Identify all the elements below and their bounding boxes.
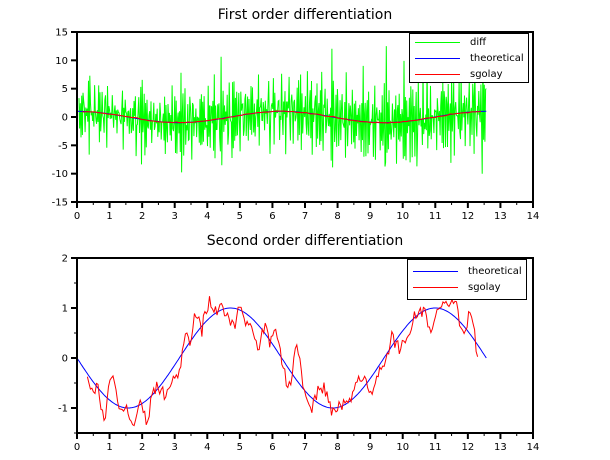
y-tick-label: 2	[62, 254, 68, 265]
x-tick-label: 4	[204, 442, 210, 453]
y-tick-label: -1	[58, 404, 68, 415]
x-tick-label: 2	[139, 211, 145, 222]
y-tick-label: 5	[62, 84, 68, 95]
legend-label-sgolay: sgolay	[468, 282, 501, 293]
legend-item-sgolay: sgolay	[408, 280, 526, 296]
legend-item-diff: diff	[410, 34, 528, 50]
x-tick-label: 3	[172, 211, 178, 222]
x-tick-label: 4	[204, 211, 210, 222]
y-tick-label: -5	[58, 141, 68, 152]
series-sgolay-line	[86, 296, 479, 427]
legend-label-theoretical: theoretical	[468, 266, 522, 277]
legend-line-diff-icon	[415, 41, 460, 43]
legend-line-theoretical-icon	[413, 271, 458, 272]
legend-item-sgolay: sgolay	[410, 66, 528, 82]
x-tick-label: 7	[302, 442, 308, 453]
plot-frame	[76, 31, 534, 203]
x-tick-label: 12	[461, 211, 474, 222]
legend-line-sgolay-icon	[413, 287, 458, 288]
x-tick-label: 14	[527, 211, 540, 222]
x-tick-label: 9	[367, 211, 373, 222]
legend-label-sgolay: sgolay	[470, 68, 503, 80]
x-tick-label: 9	[367, 442, 373, 453]
x-tick-label: 13	[494, 442, 507, 453]
x-tick-label: 5	[237, 442, 243, 453]
y-tick-label: 10	[55, 56, 68, 67]
first-chart-title: First order differentiation	[217, 7, 393, 23]
y-tick-label: -10	[52, 169, 68, 180]
legend-label-theoretical: theoretical	[470, 52, 524, 64]
x-tick-label: 1	[106, 442, 112, 453]
x-tick-label: 6	[269, 442, 275, 453]
series-group	[77, 296, 487, 427]
series-sgolay-line	[82, 110, 481, 124]
x-tick-label: 7	[302, 211, 308, 222]
x-tick-label: 8	[334, 211, 340, 222]
x-tick-label: 8	[334, 442, 340, 453]
legend-line-sgolay-icon	[415, 73, 460, 75]
x-tick-label: 12	[461, 442, 474, 453]
x-tick-label: 3	[172, 442, 178, 453]
x-tick-label: 6	[269, 211, 275, 222]
x-tick-label: 10	[396, 442, 409, 453]
second-chart-title: Second order differentiation	[206, 233, 404, 249]
legend-label-diff: diff	[470, 36, 487, 48]
x-tick-label: 2	[139, 442, 145, 453]
y-tick-label: 0	[62, 354, 68, 365]
x-tick-label: 11	[429, 442, 442, 453]
x-tick-label: 11	[429, 211, 442, 222]
series-diff-line	[78, 46, 487, 174]
legend-item-theoretical: theoretical	[408, 264, 526, 280]
x-tick-label: 14	[527, 442, 540, 453]
y-tick-label: -15	[52, 198, 68, 209]
x-tick-label: 5	[237, 211, 243, 222]
x-tick-label: 1	[106, 211, 112, 222]
legend-item-theoretical: theoretical	[410, 50, 528, 66]
y-tick-label: 15	[55, 28, 68, 39]
y-tick-label: 0	[62, 113, 68, 124]
series-group	[77, 46, 487, 174]
x-tick-label: 0	[74, 442, 80, 453]
x-tick-label: 0	[74, 211, 80, 222]
legend-line-theoretical-icon	[415, 57, 460, 59]
x-tick-label: 13	[494, 211, 507, 222]
x-tick-label: 10	[396, 211, 409, 222]
plot-frame	[76, 257, 534, 434]
legend-second-order: theoretical sgolay	[407, 259, 527, 300]
legend-first-order: diff theoretical sgolay	[409, 33, 529, 83]
y-tick-label: 1	[62, 304, 68, 315]
